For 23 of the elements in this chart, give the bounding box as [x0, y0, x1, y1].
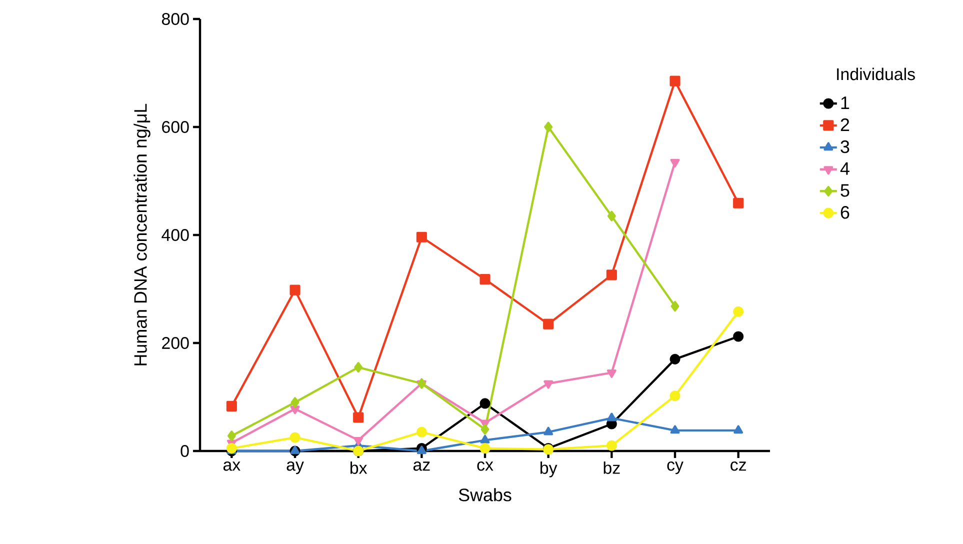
x-tick-label: bx	[350, 462, 368, 474]
x-tick-label: ax	[223, 462, 240, 471]
legend-label: 3	[840, 140, 850, 154]
x-tick-label: az	[413, 462, 430, 471]
y-tick-label: 800	[162, 12, 189, 25]
legend-title: Individuals	[837, 68, 915, 80]
legend-label: 6	[840, 206, 850, 219]
x-tick-label: cy	[667, 462, 684, 474]
x-tick-label: by	[540, 462, 558, 478]
x-tick-label: ay	[286, 462, 304, 474]
y-tick-label: 600	[162, 120, 189, 133]
x-tick-label: cx	[477, 462, 494, 471]
y-axis-title: Human DNA concentration ng/μL	[134, 104, 150, 366]
legend-label: 5	[840, 184, 850, 197]
x-axis-title: Swabs	[458, 488, 512, 502]
x-tick-label: cz	[730, 462, 746, 471]
y-tick-label: 200	[162, 336, 189, 349]
x-tick-label: bz	[604, 462, 620, 474]
legend-label: 2	[840, 118, 850, 131]
legend-label: 1	[841, 96, 850, 109]
legend-label: 4	[840, 162, 850, 175]
y-tick-label: 0	[180, 444, 189, 457]
y-tick-label: 400	[162, 228, 189, 241]
